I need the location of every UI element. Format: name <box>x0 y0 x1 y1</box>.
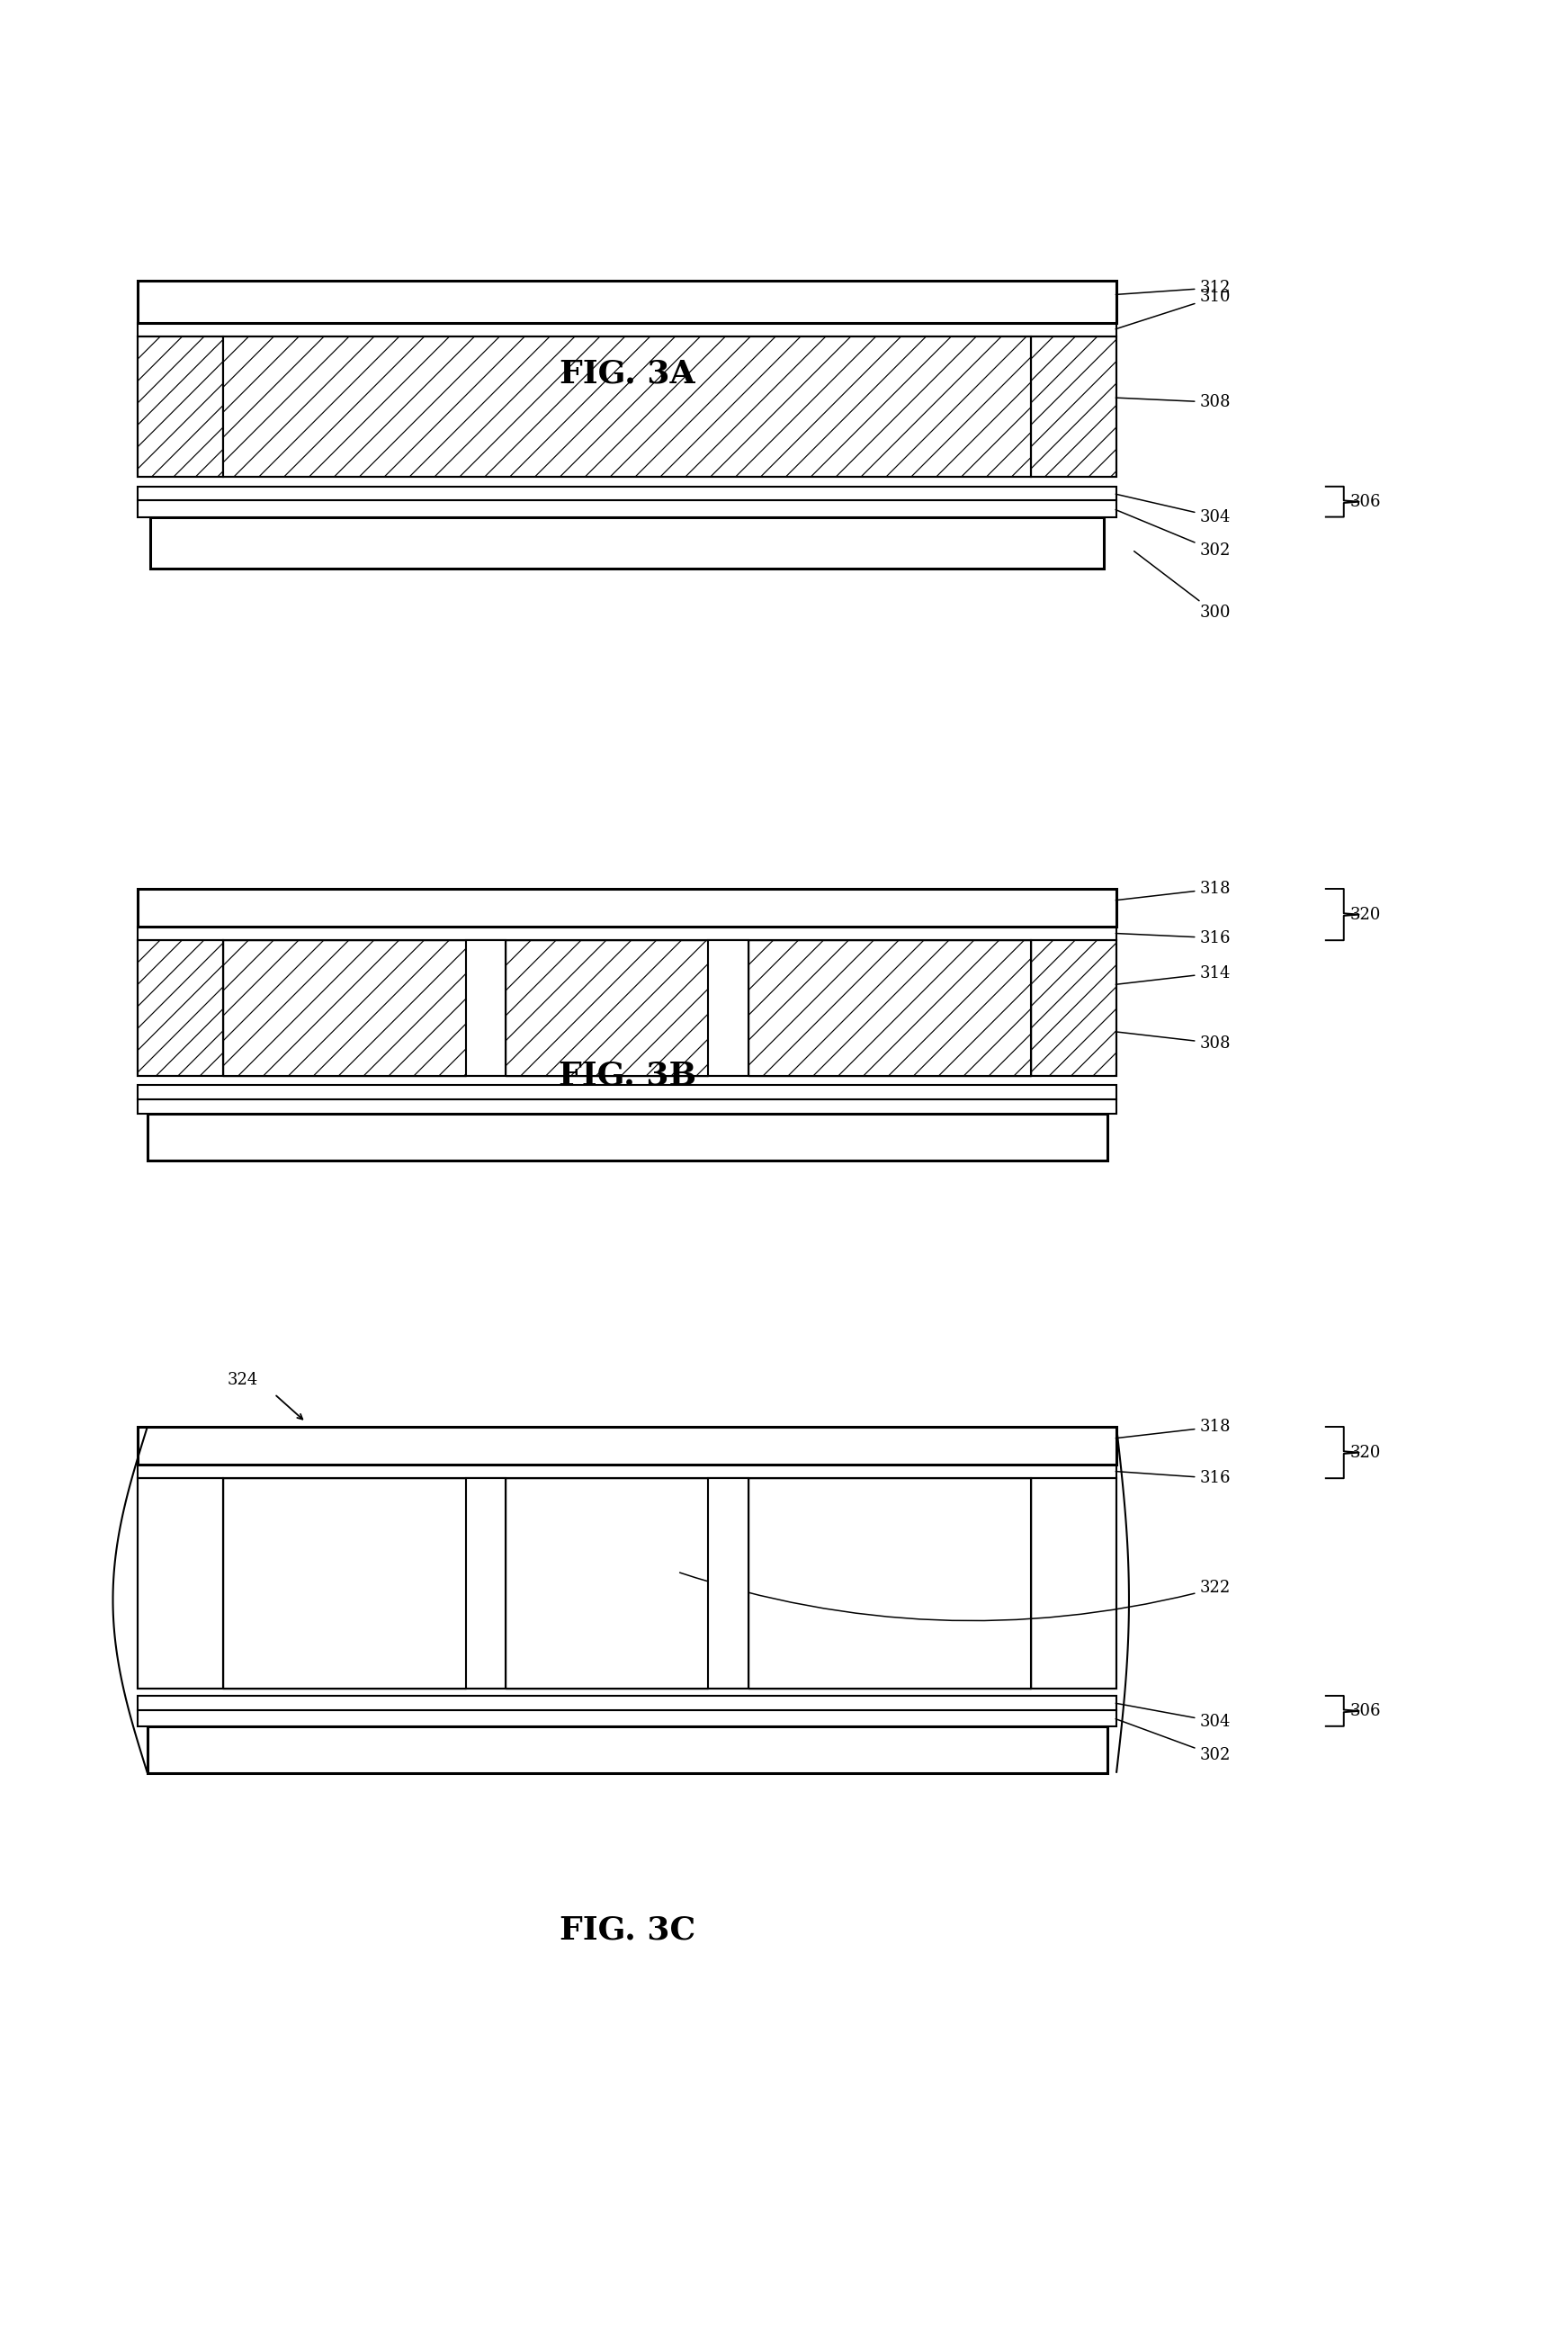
Text: 308: 308 <box>1116 395 1231 409</box>
Polygon shape <box>138 1478 223 1689</box>
Text: 308: 308 <box>1116 1031 1231 1050</box>
Text: 306: 306 <box>1350 1703 1381 1719</box>
Polygon shape <box>466 940 506 1076</box>
Polygon shape <box>748 1478 1032 1689</box>
Polygon shape <box>138 281 1116 323</box>
Polygon shape <box>1032 337 1116 477</box>
Polygon shape <box>138 926 1116 940</box>
Polygon shape <box>147 1726 1107 1773</box>
Polygon shape <box>138 1696 1116 1710</box>
Polygon shape <box>138 1099 1116 1113</box>
Polygon shape <box>138 487 1116 501</box>
Text: 322: 322 <box>681 1572 1231 1621</box>
Polygon shape <box>147 1113 1107 1160</box>
Text: 318: 318 <box>1116 882 1231 901</box>
Text: 304: 304 <box>1116 494 1231 524</box>
Text: 316: 316 <box>1116 931 1231 945</box>
Polygon shape <box>151 517 1104 568</box>
Polygon shape <box>138 337 223 477</box>
Text: 306: 306 <box>1350 494 1381 510</box>
Text: 312: 312 <box>1116 281 1231 295</box>
Polygon shape <box>709 1478 748 1689</box>
Polygon shape <box>138 940 223 1076</box>
Text: 314: 314 <box>1116 966 1231 985</box>
Text: FIG. 3B: FIG. 3B <box>558 1060 696 1092</box>
Text: 324: 324 <box>227 1373 259 1387</box>
Polygon shape <box>138 323 1116 337</box>
Polygon shape <box>138 1427 1116 1464</box>
Polygon shape <box>506 1478 709 1689</box>
Text: 320: 320 <box>1350 908 1381 922</box>
Polygon shape <box>466 1478 506 1689</box>
Polygon shape <box>138 1464 1116 1478</box>
Text: 304: 304 <box>1116 1703 1231 1729</box>
Polygon shape <box>138 1085 1116 1099</box>
Text: 310: 310 <box>1116 290 1231 330</box>
Polygon shape <box>138 1710 1116 1726</box>
Polygon shape <box>1032 1478 1116 1689</box>
Text: 320: 320 <box>1350 1446 1381 1460</box>
Polygon shape <box>223 940 466 1076</box>
Polygon shape <box>1032 940 1116 1076</box>
Text: FIG. 3A: FIG. 3A <box>560 358 695 391</box>
Polygon shape <box>138 889 1116 926</box>
Text: FIG. 3C: FIG. 3C <box>560 1913 695 1946</box>
Text: 318: 318 <box>1116 1420 1231 1438</box>
Polygon shape <box>223 1478 466 1689</box>
Polygon shape <box>748 940 1032 1076</box>
Text: 302: 302 <box>1115 510 1231 559</box>
Polygon shape <box>506 940 709 1076</box>
Text: 316: 316 <box>1116 1471 1231 1485</box>
Text: 300: 300 <box>1134 552 1231 620</box>
Polygon shape <box>223 337 1032 477</box>
Polygon shape <box>138 501 1116 517</box>
Polygon shape <box>709 940 748 1076</box>
Text: 302: 302 <box>1115 1719 1231 1764</box>
